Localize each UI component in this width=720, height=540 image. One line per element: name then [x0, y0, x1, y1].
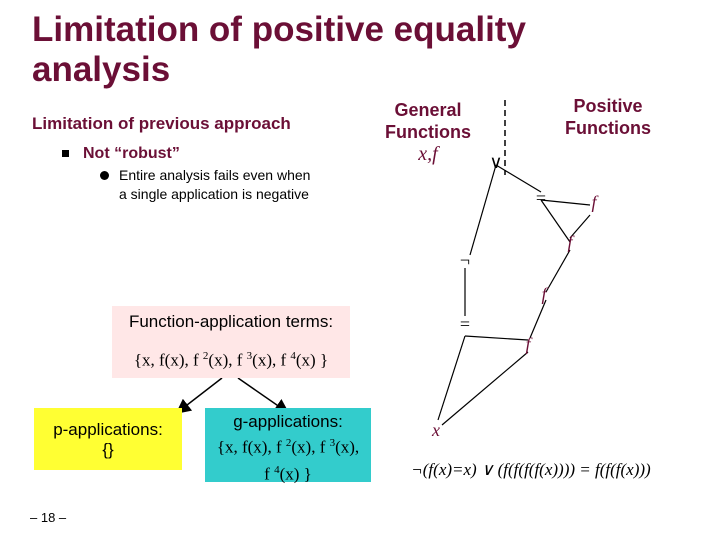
fa-set-mid2: (x), f	[252, 350, 291, 370]
edge-f2-f3	[545, 249, 571, 293]
fa-exp-2: 2	[202, 350, 209, 362]
sub-bullet-text: Entire analysis fails even when a single…	[119, 167, 311, 202]
g-set-line3-open: f	[264, 464, 275, 484]
node-f-1: f	[591, 192, 599, 212]
g-set-mid2: (x),	[335, 437, 360, 457]
g-set-line3-close: (x) }	[279, 464, 312, 484]
g-applications-label: g-applications:	[233, 412, 343, 431]
g-exp-3: 3	[329, 437, 336, 449]
g-set-open: {x, f(x), f	[216, 437, 286, 457]
square-bullet-icon	[62, 150, 69, 158]
edge-eq-f2	[540, 199, 571, 243]
fa-exp-4: 4	[290, 350, 296, 362]
general-functions-header: General Functions	[385, 100, 471, 142]
edge-f1-f2	[569, 214, 591, 239]
function-application-box	[112, 306, 350, 378]
positive-functions-header: Positive Functions	[565, 96, 651, 138]
function-application-set: {x, f(x), f 2(x), f 3(x), f 4(x) }	[112, 350, 350, 371]
g-set-line-2: f 4(x) }	[199, 459, 377, 486]
title-line-1: Limitation of positive equality	[32, 10, 526, 49]
node-f-2: f	[567, 232, 575, 252]
arrow-to-g-apps	[237, 377, 290, 414]
edge-or-not	[469, 164, 497, 256]
slide-title: Limitation of positive equality analysis	[32, 10, 526, 90]
node-or: ∨	[489, 152, 502, 172]
g-set-line-1: {x, f(x), f 2(x), f 3(x),	[199, 432, 377, 459]
node-x: x	[431, 420, 440, 440]
g-exp-2: 2	[285, 437, 292, 449]
p-applications-set: {}	[102, 440, 114, 459]
formula-text: ¬(f(x)=x) ∨ (f(f(f(f(x)))) = f(f(f(x)))	[411, 460, 651, 479]
page-number: – 18 –	[30, 510, 67, 525]
sub-bullet: Entire analysis fails even when a single…	[100, 166, 320, 204]
g-applications-box	[205, 408, 371, 482]
g-set-mid1: (x), f	[291, 437, 330, 457]
p-applications-box	[34, 408, 182, 470]
fa-set-open: {x, f(x), f	[133, 350, 203, 370]
edge-f4-x	[441, 351, 529, 426]
p-applications-text: p-applications: {}	[34, 420, 182, 460]
round-bullet-icon	[100, 171, 109, 180]
p-applications-label: p-applications:	[53, 420, 163, 439]
fa-set-close: (x) }	[295, 350, 329, 370]
edge-eq-x	[437, 335, 466, 421]
fa-set-mid1: (x), f	[208, 350, 247, 370]
node-f-3: f	[541, 284, 549, 304]
node-not: ¬	[460, 250, 470, 270]
arrow-to-p-apps	[175, 377, 223, 414]
general-vars-label: x,f	[418, 143, 438, 165]
node-eq-bottom: =	[460, 314, 470, 334]
edge-eq-f4	[464, 335, 529, 341]
g-exp-4: 4	[274, 463, 280, 476]
edge-f3-f4	[529, 299, 547, 339]
edge-eq-f1	[540, 199, 591, 206]
fa-exp-3: 3	[246, 350, 253, 362]
previous-approach-heading: Limitation of previous approach	[32, 114, 291, 133]
g-applications-set: {x, f(x), f 2(x), f 3(x), f 4(x) }	[199, 432, 377, 485]
node-f-4: f	[525, 334, 533, 354]
node-eq-top: =	[536, 188, 546, 208]
edge-or-eq	[495, 164, 542, 193]
bullet-not-robust: Not “robust”	[62, 145, 180, 163]
function-application-label: Function-application terms:	[128, 312, 334, 331]
bullet-text: Not “robust”	[83, 145, 180, 162]
title-line-2: analysis	[32, 50, 171, 89]
